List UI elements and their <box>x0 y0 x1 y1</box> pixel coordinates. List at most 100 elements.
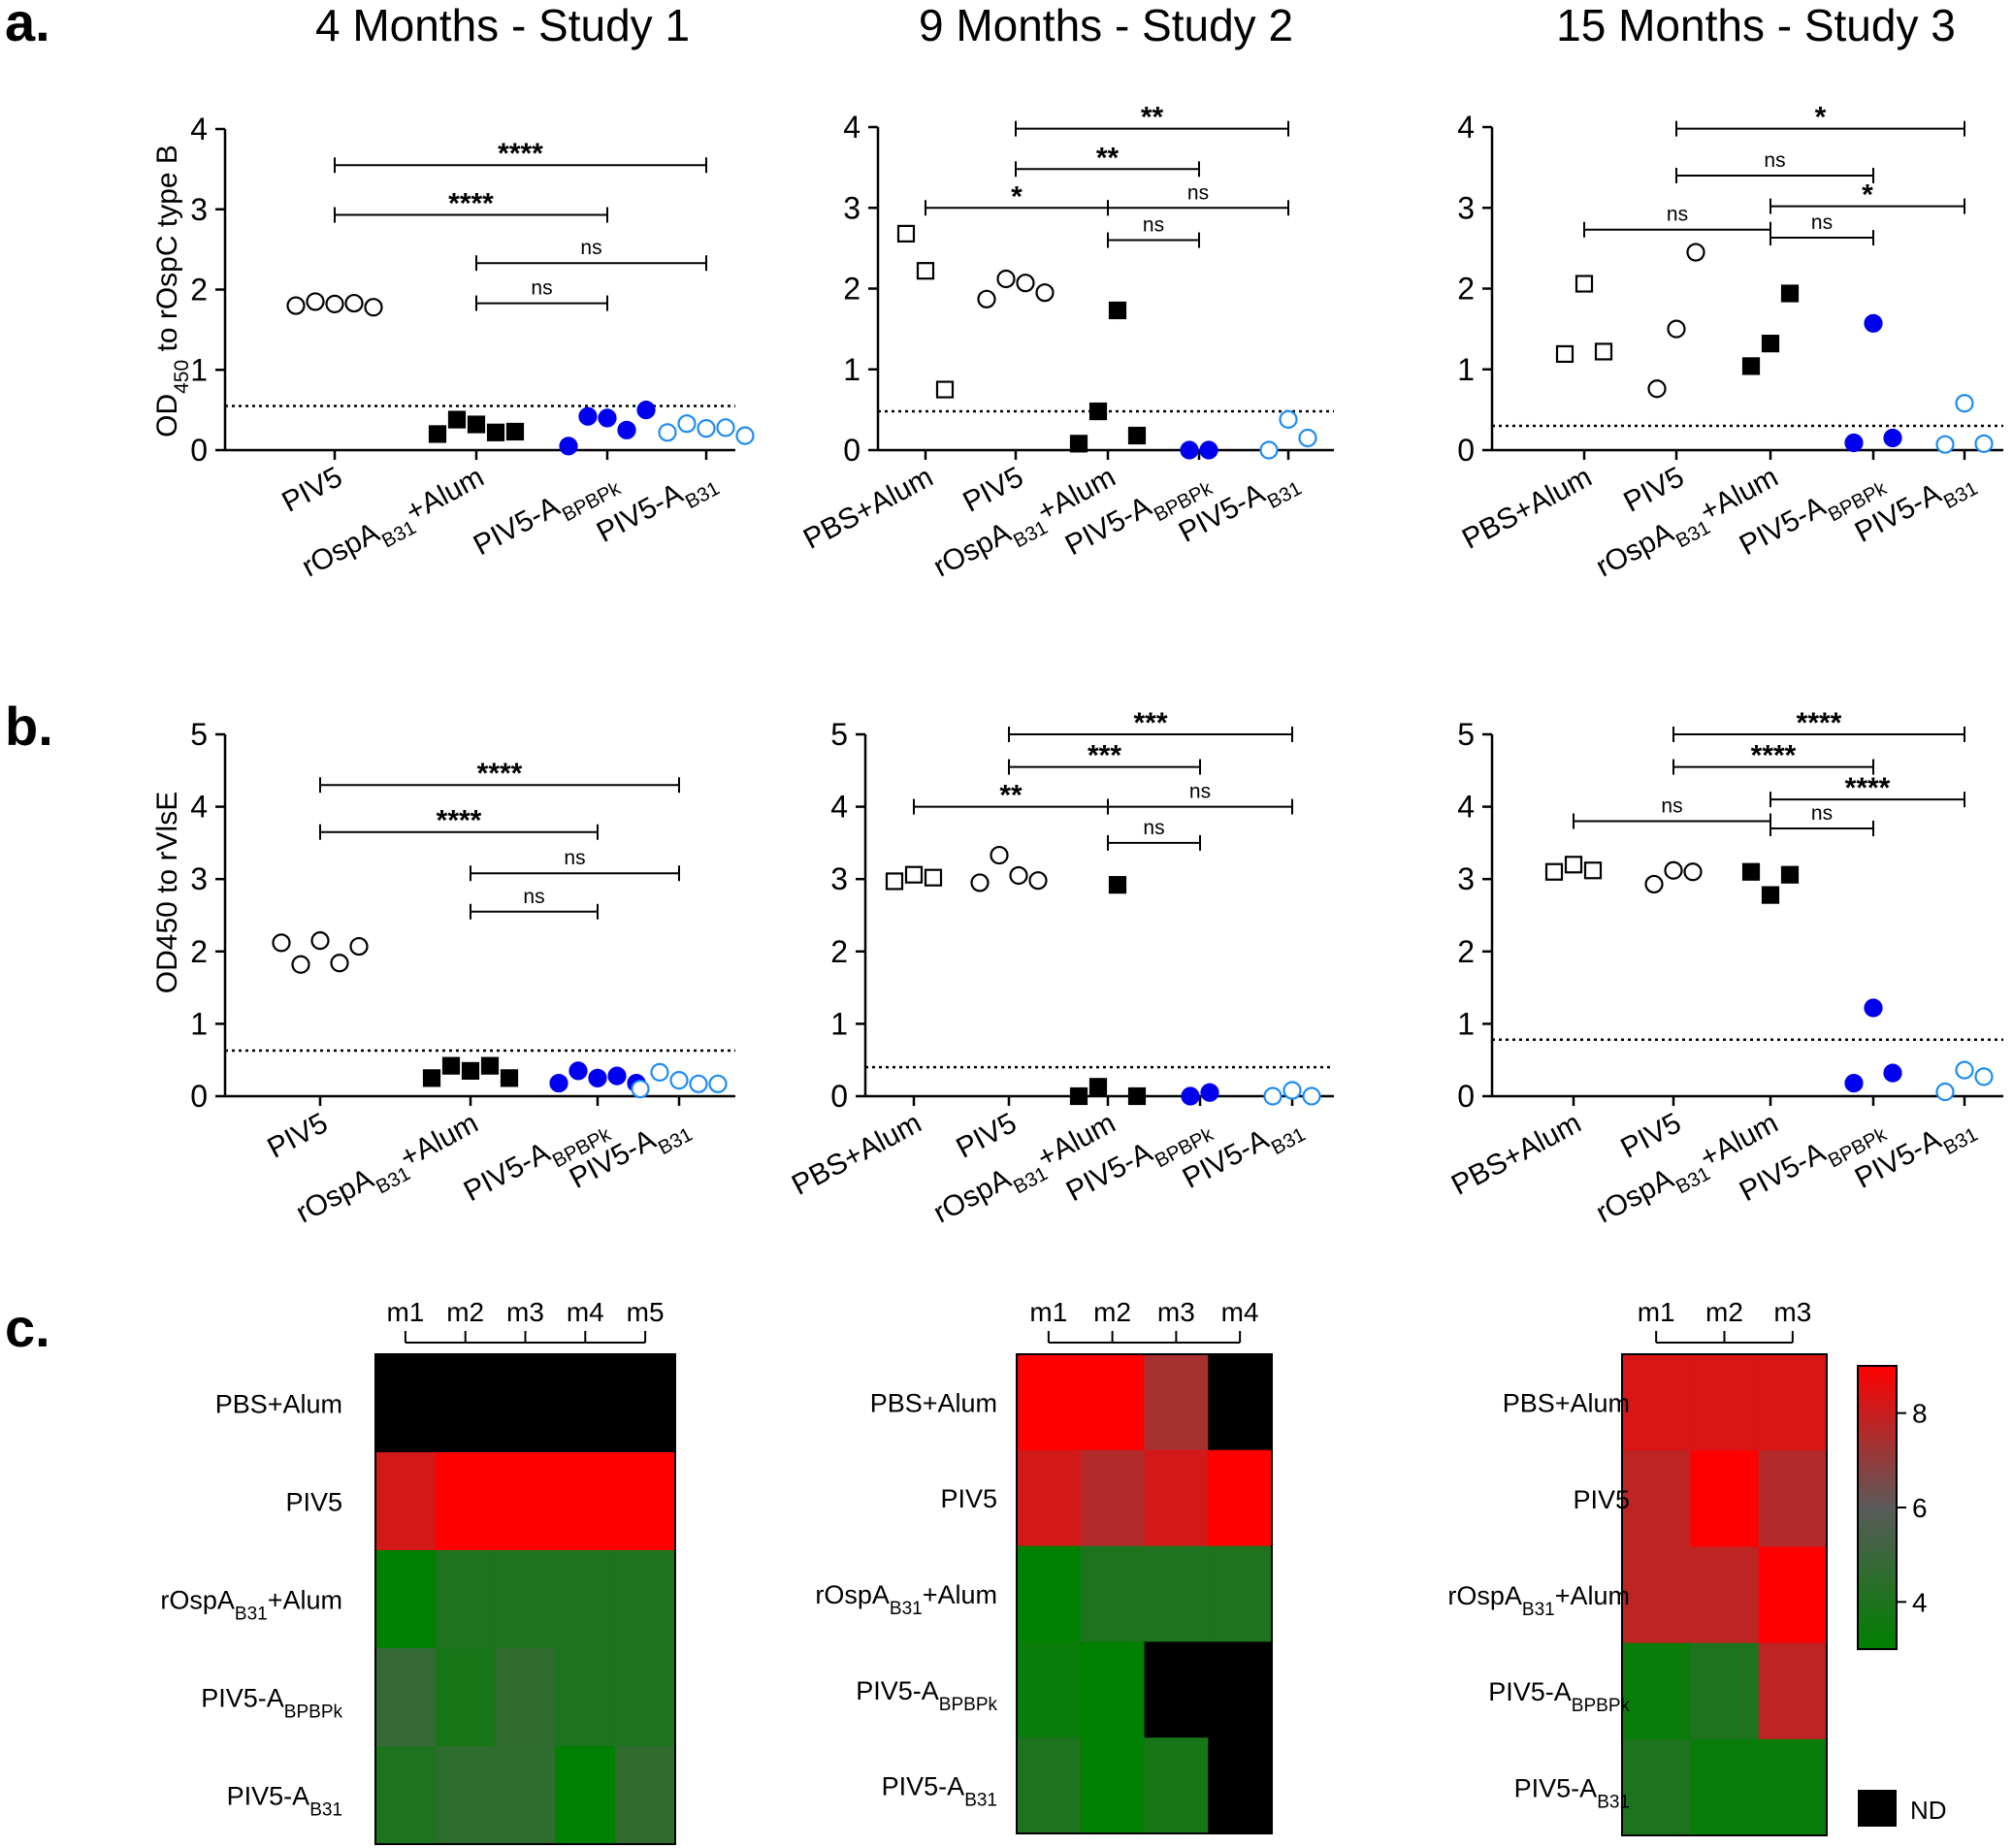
column-label: m3 <box>1157 1297 1195 1327</box>
row-label: PBS+Alum <box>870 1388 997 1417</box>
y-tick-label: 3 <box>1457 861 1475 896</box>
y-tick-label: 5 <box>190 717 208 752</box>
data-point <box>1644 874 1664 894</box>
y-tick-label: 4 <box>1457 790 1475 825</box>
study-title-3: 15 Months - Study 3 <box>1556 0 1956 50</box>
heatmap-cell <box>375 1648 437 1747</box>
data-point <box>708 1074 728 1093</box>
significance-label: ns <box>564 847 585 869</box>
row-label: PIV5-ABPBPk <box>201 1684 342 1723</box>
column-label: m5 <box>627 1297 665 1327</box>
data-point <box>1864 313 1883 333</box>
heatmap-cell <box>495 1550 556 1649</box>
data-point <box>1180 440 1199 460</box>
data-point <box>447 410 467 429</box>
colorbar-tick-label: 4 <box>1912 1587 1928 1617</box>
y-tick-label: 0 <box>190 1079 208 1114</box>
data-point <box>1088 402 1108 421</box>
data-point <box>1263 1086 1282 1106</box>
significance-label: ns <box>1764 149 1785 172</box>
x-tick-label: PIV5-AB31 <box>1178 1107 1310 1203</box>
column-label: m2 <box>1705 1297 1743 1327</box>
y-tick-label: 2 <box>190 273 208 308</box>
data-point <box>1844 1073 1864 1093</box>
data-point <box>607 1066 627 1086</box>
y-tick-label: 1 <box>830 1006 848 1041</box>
data-point <box>486 423 505 441</box>
heatmap-cell <box>375 1550 437 1649</box>
data-point <box>441 1056 461 1075</box>
heatmap-cell <box>1144 1545 1209 1642</box>
heatmap-cell <box>375 1354 437 1453</box>
y-tick-label: 5 <box>1457 717 1475 752</box>
row-label: PIV5 <box>1573 1485 1630 1514</box>
data-point <box>735 426 755 445</box>
y-tick-label: 0 <box>190 433 208 468</box>
significance-label: ns <box>1811 802 1833 825</box>
heatmap-cell <box>1690 1450 1760 1547</box>
data-point <box>272 933 291 953</box>
data-point <box>1683 862 1703 882</box>
data-point <box>1035 283 1055 303</box>
panel-label-b: b. <box>5 696 53 757</box>
significance-label: ** <box>1141 102 1164 134</box>
data-point <box>500 1069 519 1087</box>
panel-label-c: c. <box>5 1297 50 1358</box>
column-label: m4 <box>1221 1297 1259 1327</box>
y-axis-label: OD450 to rOspC type B <box>151 145 193 438</box>
data-point <box>310 931 330 951</box>
row-label: rOspAB31+Alum <box>160 1586 342 1625</box>
nd-swatch <box>1858 1790 1897 1827</box>
heatmap-cell <box>1080 1354 1145 1451</box>
significance-label: **** <box>1797 707 1842 739</box>
data-point <box>578 406 598 426</box>
y-tick-label: 0 <box>830 1079 848 1114</box>
row-label: PIV5-ABPBPk <box>856 1676 997 1715</box>
heatmap-cell <box>495 1746 556 1845</box>
heatmap-cell <box>1622 1354 1691 1451</box>
data-point <box>1883 428 1902 448</box>
study-title-1: 4 Months - Study 1 <box>315 0 690 50</box>
column-label: m1 <box>1638 1297 1675 1327</box>
y-tick-label: 4 <box>843 110 860 145</box>
heatmap-cell <box>435 1550 497 1649</box>
study-title-2: 9 Months - Study 2 <box>919 0 1293 50</box>
data-point <box>1181 1086 1200 1106</box>
significance-label: **** <box>498 138 543 170</box>
data-point <box>1974 1067 1994 1086</box>
heatmap-cell <box>495 1648 556 1747</box>
data-point <box>1108 876 1127 894</box>
data-point <box>1583 861 1603 880</box>
data-point <box>996 269 1016 289</box>
data-point <box>1575 275 1594 293</box>
heatmap-cell <box>435 1648 497 1747</box>
data-point <box>291 955 310 974</box>
data-point <box>1741 862 1761 881</box>
data-point <box>1016 274 1035 293</box>
data-point <box>1200 1083 1219 1102</box>
data-point <box>422 1069 441 1087</box>
data-point <box>598 408 617 428</box>
heatmap-cell <box>435 1452 497 1551</box>
significance-label: **** <box>437 805 482 837</box>
colorbar-tick-label: 8 <box>1912 1399 1928 1429</box>
data-point <box>977 289 996 308</box>
data-point <box>636 401 656 420</box>
data-point <box>1108 301 1127 320</box>
data-point <box>1279 409 1298 429</box>
heatmap-cell <box>1208 1737 1273 1834</box>
heatmap-cell <box>1080 1545 1145 1642</box>
data-point <box>669 1070 689 1090</box>
x-tick-label: PBS+Alum <box>787 1107 926 1202</box>
y-axis-label: OD450 to rVlsE <box>151 792 183 993</box>
data-point <box>916 262 935 280</box>
nd-label: ND <box>1910 1796 1947 1825</box>
data-point <box>1028 871 1048 891</box>
heatmap-cell <box>1622 1738 1691 1836</box>
data-point <box>1974 434 1994 453</box>
data-point <box>1009 865 1028 886</box>
significance-label: * <box>1011 180 1023 212</box>
heatmap-cell <box>1208 1354 1273 1451</box>
y-tick-label: 3 <box>1457 190 1475 225</box>
data-point <box>1647 379 1667 399</box>
